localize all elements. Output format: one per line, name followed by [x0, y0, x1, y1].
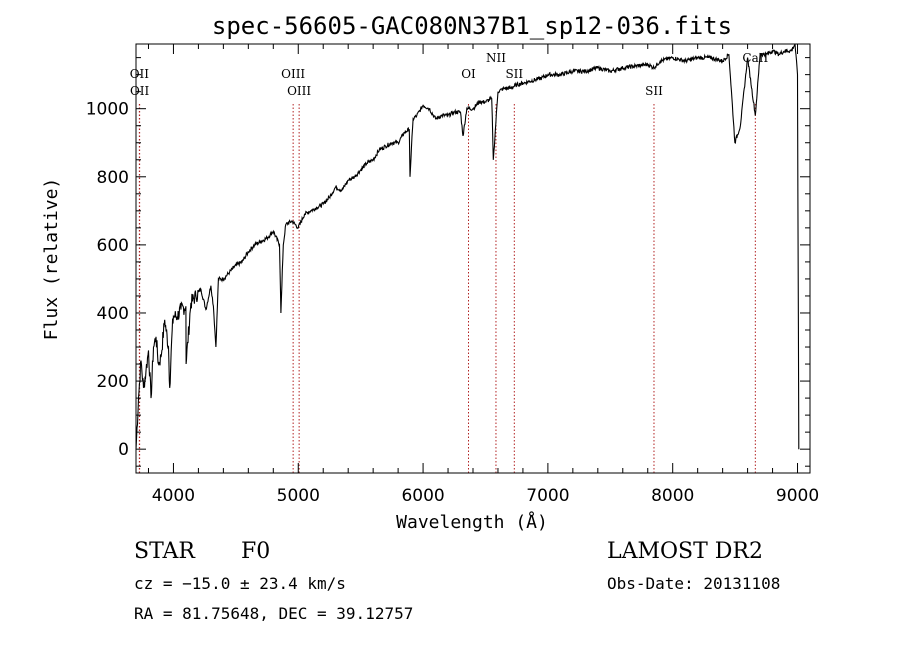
y-axis-label: Flux (relative): [41, 178, 62, 341]
x-axis-label: Wavelength (Å): [396, 511, 548, 533]
redshift-readout: cz = −15.0 ± 23.4 km/s: [134, 574, 346, 593]
emission-lines-layer: [138, 102, 756, 473]
y-tick-label: 600: [97, 236, 129, 256]
y-tick-label: 800: [97, 168, 129, 188]
y-tick-label: 0: [118, 440, 129, 460]
emission-line-label: OIII: [287, 84, 311, 98]
emission-line-label: CaII: [742, 51, 768, 65]
emission-line-labels-layer: OII OII OIII OIII OI NII SII SII CaII: [130, 51, 769, 98]
coordinates-readout: RA = 81.75648, DEC = 39.12757: [134, 604, 414, 623]
emission-line-label: OII: [130, 84, 150, 98]
emission-line-label: SII: [505, 67, 523, 81]
emission-line-label: OIII: [281, 67, 305, 81]
emission-line-label: NII: [486, 51, 506, 65]
y-tick-label: 200: [97, 372, 129, 392]
x-tick-label: 7000: [526, 486, 569, 506]
object-type: STAR: [134, 539, 195, 564]
x-tick-label: 9000: [776, 486, 819, 506]
y-tick-label: 400: [97, 304, 129, 324]
axis-ticks-layer: 4000 5000 6000 7000 8000 9000 0 200 400 600 800 100…: [86, 44, 819, 506]
x-tick-label: 8000: [651, 486, 694, 506]
y-tick-label: 1000: [86, 100, 129, 120]
emission-line-label: OII: [130, 67, 150, 81]
object-subclass: F0: [241, 539, 271, 564]
emission-line-label: SII: [645, 84, 663, 98]
chart-title: spec-56605-GAC080N37B1_sp12-036.fits: [212, 12, 732, 40]
observation-date: Obs-Date: 20131108: [607, 574, 781, 593]
survey-name: LAMOST DR2: [607, 539, 763, 564]
x-tick-label: 5000: [277, 486, 320, 506]
spectrum-line: [135, 43, 800, 450]
x-tick-label: 6000: [401, 486, 444, 506]
x-tick-label: 4000: [152, 486, 195, 506]
emission-line-label: OI: [461, 67, 476, 81]
